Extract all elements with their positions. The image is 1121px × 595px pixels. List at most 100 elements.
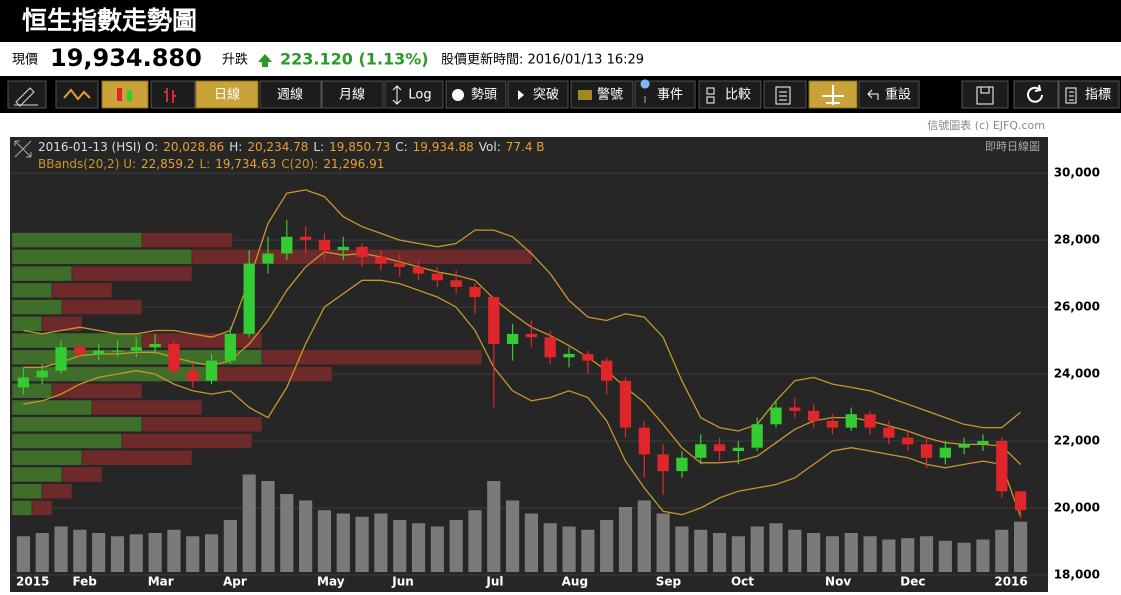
weekly-button[interactable] <box>259 80 322 109</box>
candle-body <box>224 333 237 361</box>
button-label: 比較 <box>725 88 751 103</box>
candle-body <box>130 347 142 351</box>
chart-mode: 即時日線圖 <box>985 139 1040 153</box>
x-tick-label: Dec <box>900 575 925 589</box>
expand-icon <box>14 140 32 158</box>
candle-body <box>318 240 331 251</box>
volume-bar <box>92 533 106 572</box>
profile-down-bar <box>51 383 143 399</box>
volume-bar <box>110 536 125 572</box>
volume-bar <box>261 481 275 572</box>
volume-bar <box>581 529 595 572</box>
button-label: 突破 <box>533 87 559 103</box>
volume-bar <box>468 510 482 572</box>
bband-upper <box>23 189 1022 432</box>
volume-bar <box>204 534 219 572</box>
info-item: L: <box>313 140 324 154</box>
volume-bar <box>449 520 463 572</box>
candle-body <box>826 420 839 428</box>
save-icon <box>976 86 994 105</box>
x-tick-label: Sep <box>656 575 682 589</box>
volume-bar <box>938 540 952 572</box>
update-time: 股價更新時間: 2016/01/13 16:29 <box>441 52 644 68</box>
momentum-button[interactable] <box>445 80 507 109</box>
log-button[interactable] <box>384 80 444 109</box>
button-label: 月線 <box>339 87 365 103</box>
candle-body <box>864 414 876 428</box>
volume-bar <box>524 513 538 572</box>
candle-body <box>732 447 745 452</box>
volume-bar <box>637 500 651 572</box>
volume-bar <box>694 529 708 572</box>
button-label: 日線 <box>214 87 240 103</box>
volume-bar <box>186 536 200 572</box>
up-arrow <box>258 54 272 67</box>
info-item: 19,934.88 <box>413 140 474 154</box>
volume-bar <box>562 526 576 572</box>
x-tick-label: Apr <box>223 575 247 589</box>
button-label: 指標 <box>1085 88 1111 103</box>
line-button[interactable] <box>55 80 99 109</box>
x-tick-label: Nov <box>825 575 851 589</box>
volume-bar <box>242 474 256 572</box>
x-tick-label: 2016 <box>994 575 1027 589</box>
volume-bar <box>675 526 689 572</box>
volume-bar <box>750 526 764 572</box>
profile-down-bar <box>81 449 193 466</box>
candle-body <box>789 407 801 411</box>
pen-icon <box>14 87 38 107</box>
breakout-icon <box>518 90 524 100</box>
candle-body <box>375 256 387 264</box>
profile-up-bar <box>11 316 43 332</box>
volume-bar <box>355 516 369 572</box>
volume-bar <box>769 523 783 572</box>
profile-up-bar <box>11 249 193 265</box>
info-item: 19,850.73 <box>329 140 390 154</box>
document-icon <box>775 86 791 105</box>
volume-bar <box>957 542 971 572</box>
volume-bar <box>1014 521 1028 572</box>
price-label: 現價 <box>12 53 38 68</box>
info-item: Vol: <box>479 140 501 154</box>
refresh-button[interactable] <box>1013 80 1059 109</box>
candle-body <box>657 454 669 472</box>
volume-bar <box>317 510 332 572</box>
candle-body <box>149 343 161 348</box>
monthly-button[interactable] <box>321 80 384 109</box>
profile-up-bar <box>11 282 53 299</box>
compare-icon <box>706 87 715 104</box>
info-item: BBands(20,2) U: <box>38 157 136 171</box>
info-item: 21,296.91 <box>323 157 384 171</box>
volume-bar <box>788 529 802 572</box>
candle-button[interactable] <box>101 80 149 109</box>
pen-button[interactable] <box>7 80 47 109</box>
profile-down-bar <box>51 282 113 299</box>
info-item: 2016-01-13 (HSI) O: <box>38 140 158 154</box>
candle-body <box>36 370 48 378</box>
daily-button[interactable] <box>195 80 259 109</box>
volume-bar <box>844 533 858 572</box>
credit: 信號圖表 (c) EJFQ.com <box>927 118 1045 132</box>
y-tick-label: 20,000 <box>1054 500 1100 514</box>
volume-bar <box>280 494 294 572</box>
button-label: Log <box>408 88 431 103</box>
profile-up-bar <box>11 232 143 248</box>
change: 223.120 (1.13%) <box>280 50 429 69</box>
price: 19,934.880 <box>50 44 202 72</box>
profile-up-bar <box>11 466 63 483</box>
bband-lower <box>23 279 1022 518</box>
candle-body <box>619 380 632 428</box>
info-item: H: <box>229 140 242 154</box>
info-line: BBands(20,2) U: 22,859.2 L: 19,734.63 C(20):… <box>38 157 384 171</box>
volume-bar <box>731 536 745 572</box>
candle-body <box>939 447 951 458</box>
button-label: 警號 <box>597 87 623 103</box>
x-tick-label: Aug <box>562 575 588 589</box>
x-tick-label: 2015 <box>16 575 49 589</box>
candle-body <box>883 427 895 438</box>
candle-body <box>770 407 782 425</box>
candle-icon <box>117 88 122 101</box>
page-title: 恒生指數走勢圖 <box>22 6 197 35</box>
candle-body <box>281 236 293 254</box>
event-icon <box>640 79 650 103</box>
